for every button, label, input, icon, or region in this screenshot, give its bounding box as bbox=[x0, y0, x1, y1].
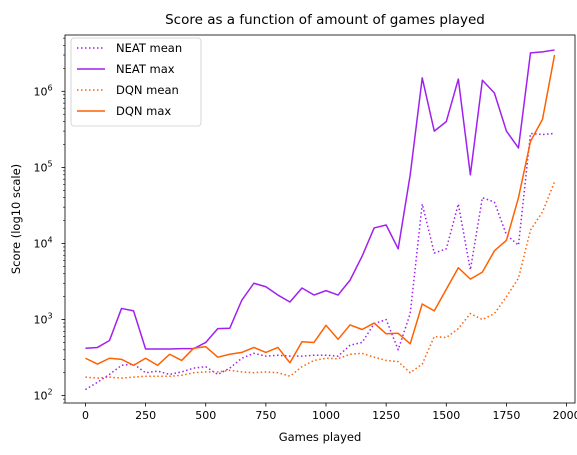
x-tick-label: 2000 bbox=[553, 409, 577, 422]
y-tick-label: 102 bbox=[33, 388, 52, 403]
x-tick-label: 1250 bbox=[372, 409, 400, 422]
series-layer bbox=[85, 49, 556, 391]
legend-box bbox=[70, 37, 202, 127]
legend-label: DQN max bbox=[116, 104, 171, 118]
y-axis: 102 103 104 105 106 bbox=[33, 37, 65, 404]
y-axis-label: Score (log10 scale) bbox=[9, 164, 23, 274]
chart-title: Score as a function of amount of games p… bbox=[165, 12, 485, 28]
series-line-3 bbox=[85, 54, 556, 367]
legend: NEAT mean NEAT max DQN mean DQN max bbox=[70, 37, 202, 127]
x-axis: 0 250 500 750 1000 1250 1500 1750 2000 bbox=[82, 403, 577, 422]
x-axis-label: Games played bbox=[279, 430, 362, 444]
series-line-0 bbox=[85, 132, 555, 391]
series-line-1 bbox=[85, 49, 555, 350]
x-tick-label: 750 bbox=[255, 409, 276, 422]
y-tick-label: 105 bbox=[33, 159, 52, 174]
y-tick-label: 106 bbox=[33, 83, 52, 98]
x-tick-label: 500 bbox=[195, 409, 216, 422]
series-line-2 bbox=[85, 181, 556, 379]
x-tick-label: 250 bbox=[135, 409, 156, 422]
legend-label: DQN mean bbox=[116, 83, 179, 97]
y-tick-label: 104 bbox=[33, 235, 52, 250]
legend-label: NEAT mean bbox=[116, 41, 182, 55]
x-tick-label: 1000 bbox=[312, 409, 340, 422]
x-tick-label: 1500 bbox=[432, 409, 460, 422]
legend-label: NEAT max bbox=[116, 62, 175, 76]
x-tick-label: 0 bbox=[82, 409, 89, 422]
x-tick-label: 1750 bbox=[492, 409, 520, 422]
y-tick-label: 103 bbox=[33, 312, 52, 327]
plot-frame bbox=[64, 34, 576, 404]
